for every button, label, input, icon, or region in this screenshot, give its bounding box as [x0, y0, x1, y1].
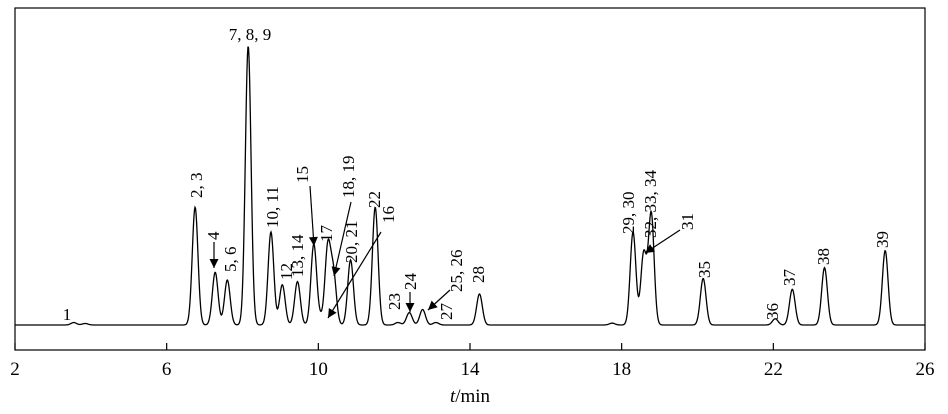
peak-label: 28	[469, 266, 488, 283]
peak-arrow-head	[645, 244, 655, 253]
x-tick-label: 18	[612, 359, 631, 380]
peak-label: 16	[379, 206, 398, 223]
peak-arrow	[309, 185, 315, 247]
peak-label: 37	[780, 269, 799, 287]
peak-label: 35	[695, 261, 714, 278]
x-axis-label-symbol: t	[450, 386, 456, 407]
peak-label: 22	[365, 191, 384, 208]
x-axis-label: t/min	[450, 386, 491, 407]
peak-label: 15	[293, 166, 312, 183]
peak-label: 7, 8, 9	[229, 25, 272, 44]
x-tick-label: 14	[461, 359, 481, 380]
peak-label: 13, 14	[288, 234, 307, 277]
x-tick-label: 22	[764, 359, 783, 380]
trace-layer	[15, 46, 925, 326]
peak-label: 2, 3	[187, 173, 206, 199]
peak-label: 38	[814, 248, 833, 265]
peak-label: 31	[678, 213, 697, 230]
x-tick-label: 6	[162, 359, 172, 380]
peak-label: 1	[63, 305, 72, 324]
peak-label: 39	[873, 231, 892, 248]
peak-label: 20, 21	[342, 221, 361, 264]
peak-label: 4	[204, 231, 223, 240]
x-tick-label: 2	[10, 359, 20, 380]
peak-label: 10, 11	[263, 186, 282, 228]
peak-arrow-head	[428, 300, 438, 310]
peak-label: 17	[317, 225, 336, 243]
peak-label: 36	[763, 303, 782, 320]
peak-arrow-head	[328, 307, 337, 318]
peak-label: 5, 6	[221, 247, 240, 273]
peak-label: 32, 33, 34	[641, 170, 660, 239]
peak-label: 23	[385, 293, 404, 310]
peak-label: 27	[437, 303, 456, 321]
x-tick-label: 10	[309, 359, 328, 380]
peak-label: 18, 19	[339, 156, 358, 199]
peak-label: 29, 30	[619, 192, 638, 235]
peak-arrow	[327, 231, 382, 319]
peak-arrow-head	[308, 236, 318, 246]
axis-layer: 2 6 10 14 18 22 26	[10, 7, 935, 380]
peak-label: 25, 26	[447, 250, 466, 293]
peak-arrow-head	[209, 259, 219, 268]
peak-arrow	[333, 201, 352, 277]
peak-label: 12	[277, 263, 296, 280]
peak-label: 24	[401, 273, 420, 291]
peak-arrow-head	[405, 303, 415, 312]
x-axis-label-unit: /min	[455, 386, 490, 407]
x-tick-label: 26	[916, 359, 935, 380]
plot-frame	[14, 7, 926, 351]
chromatogram-trace	[15, 46, 925, 326]
peak-arrow-head	[331, 266, 341, 276]
